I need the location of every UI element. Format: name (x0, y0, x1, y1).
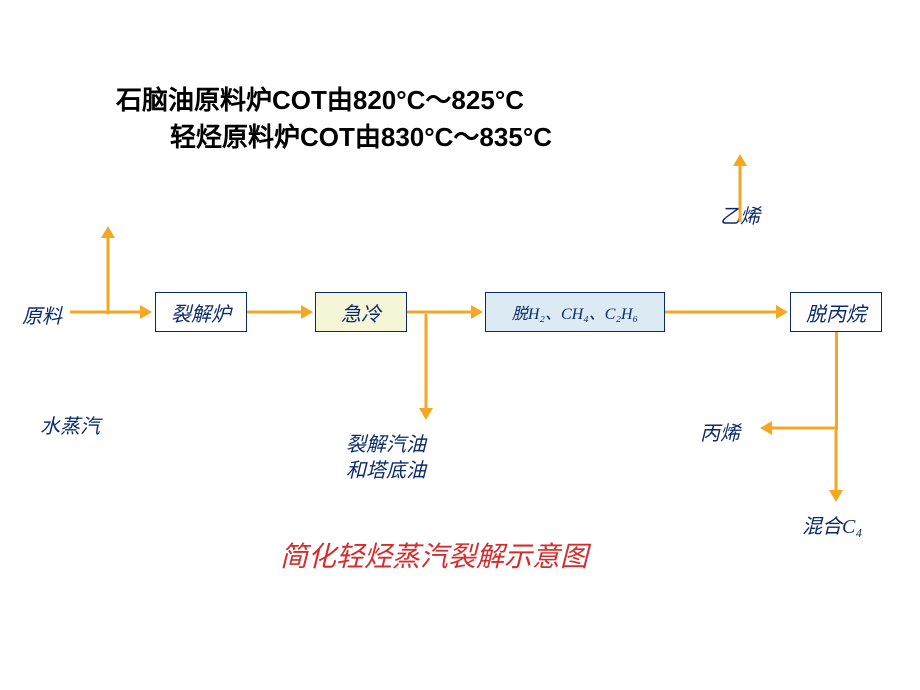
label-propylene: 丙烯 (700, 417, 740, 446)
label-pyoil-2: 和塔底油 (346, 454, 426, 483)
label-pyoil-1: 裂解汽油 (346, 428, 426, 457)
node-depropanizer: 脱丙烷 (790, 292, 882, 332)
label-feed: 原料 (22, 300, 62, 329)
label-c4mix: 混合C₄ (802, 510, 862, 539)
title-line-1: 石脑油原料炉COT由820°C～825°C (116, 80, 524, 117)
node-quench: 急冷 (315, 292, 407, 332)
node-cracking-furnace: 裂解炉 (155, 292, 247, 332)
node-dehydrogenation: 脱H₂、CH₄、C₂H₆ (485, 292, 665, 332)
segment-depropane-down (835, 332, 838, 430)
diagram-caption: 简化轻烃蒸汽裂解示意图 (280, 535, 588, 575)
label-steam: 水蒸汽 (40, 410, 100, 439)
title-line-2: 轻烃原料炉COT由830°C～835°C (170, 117, 552, 154)
